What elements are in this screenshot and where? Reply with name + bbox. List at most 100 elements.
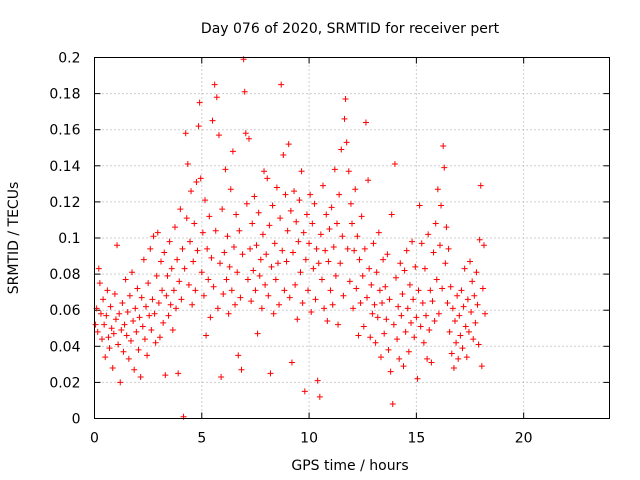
data-point	[346, 278, 353, 285]
data-point	[404, 305, 411, 312]
data-point	[250, 267, 257, 274]
data-point	[104, 287, 111, 294]
data-point	[280, 151, 287, 158]
data-point	[353, 285, 360, 292]
y-tick-label: 0	[72, 412, 81, 428]
y-tick-label: 0.1	[58, 231, 80, 247]
data-point	[92, 321, 99, 328]
data-point	[456, 312, 463, 319]
data-point	[234, 269, 241, 276]
data-point	[311, 200, 318, 207]
data-point	[449, 305, 456, 312]
data-point	[160, 319, 167, 326]
data-point	[318, 276, 325, 283]
data-point	[206, 213, 213, 220]
data-point	[115, 341, 122, 348]
data-point	[408, 319, 415, 326]
x-tick-label: 10	[300, 431, 318, 447]
data-point	[156, 334, 163, 341]
data-point	[310, 265, 317, 272]
data-point	[415, 287, 422, 294]
data-point	[219, 206, 226, 213]
data-point	[282, 191, 289, 198]
data-point	[303, 211, 310, 218]
data-point	[276, 301, 283, 308]
data-point	[345, 168, 352, 175]
data-point	[440, 142, 447, 149]
data-point	[383, 316, 390, 323]
data-point	[460, 303, 467, 310]
data-point	[396, 355, 403, 362]
data-point	[402, 328, 409, 335]
data-point	[430, 249, 437, 256]
data-point	[293, 218, 300, 225]
y-tick-label: 0.12	[49, 195, 80, 211]
data-point	[148, 327, 155, 334]
data-point	[199, 229, 206, 236]
data-point	[384, 251, 391, 258]
data-point	[476, 236, 483, 243]
data-point	[317, 231, 324, 238]
data-point	[166, 238, 173, 245]
data-point	[453, 339, 460, 346]
data-point	[405, 348, 412, 355]
data-point	[291, 188, 298, 195]
data-point	[459, 345, 466, 352]
data-point	[472, 319, 479, 326]
data-point	[169, 327, 176, 334]
data-point	[138, 294, 145, 301]
data-point	[388, 211, 395, 218]
data-point	[110, 330, 117, 337]
data-point	[359, 272, 366, 279]
data-point	[134, 285, 141, 292]
data-point	[322, 247, 329, 254]
data-point	[474, 301, 481, 308]
data-point	[327, 287, 334, 294]
data-point	[325, 258, 332, 265]
data-point	[268, 263, 275, 270]
data-point	[177, 206, 184, 213]
data-point	[368, 281, 375, 288]
data-point	[357, 299, 364, 306]
data-point	[244, 276, 251, 283]
data-point	[445, 245, 452, 252]
data-point	[112, 316, 119, 323]
data-point	[96, 280, 103, 287]
data-point	[140, 256, 147, 263]
data-point	[309, 220, 316, 227]
data-point	[365, 177, 372, 184]
data-point	[347, 200, 354, 207]
data-point	[204, 245, 211, 252]
data-point	[269, 202, 276, 209]
data-point	[167, 301, 174, 308]
data-point	[279, 247, 286, 254]
data-point	[373, 269, 380, 276]
data-point	[207, 314, 214, 321]
data-point	[118, 327, 125, 334]
data-point	[103, 312, 110, 319]
data-point	[191, 220, 198, 227]
data-point	[236, 227, 243, 234]
x-tick-label: 0	[90, 431, 99, 447]
data-point	[154, 229, 161, 236]
y-tick-label: 0.2	[58, 51, 80, 67]
data-point	[117, 379, 124, 386]
data-point	[361, 245, 368, 252]
data-point	[178, 296, 185, 303]
data-point	[277, 215, 284, 222]
data-point	[358, 213, 365, 220]
data-point	[195, 123, 202, 130]
data-point	[412, 263, 419, 270]
data-point	[409, 238, 416, 245]
data-point	[386, 296, 393, 303]
y-tick-label: 0.08	[49, 267, 80, 283]
data-point	[125, 355, 132, 362]
y-tick-label: 0.06	[49, 303, 80, 319]
data-point	[323, 211, 330, 218]
data-point	[360, 323, 367, 330]
data-point	[374, 314, 381, 321]
data-point	[288, 359, 295, 366]
data-point	[367, 334, 374, 341]
data-point	[298, 168, 305, 175]
data-point	[289, 249, 296, 256]
